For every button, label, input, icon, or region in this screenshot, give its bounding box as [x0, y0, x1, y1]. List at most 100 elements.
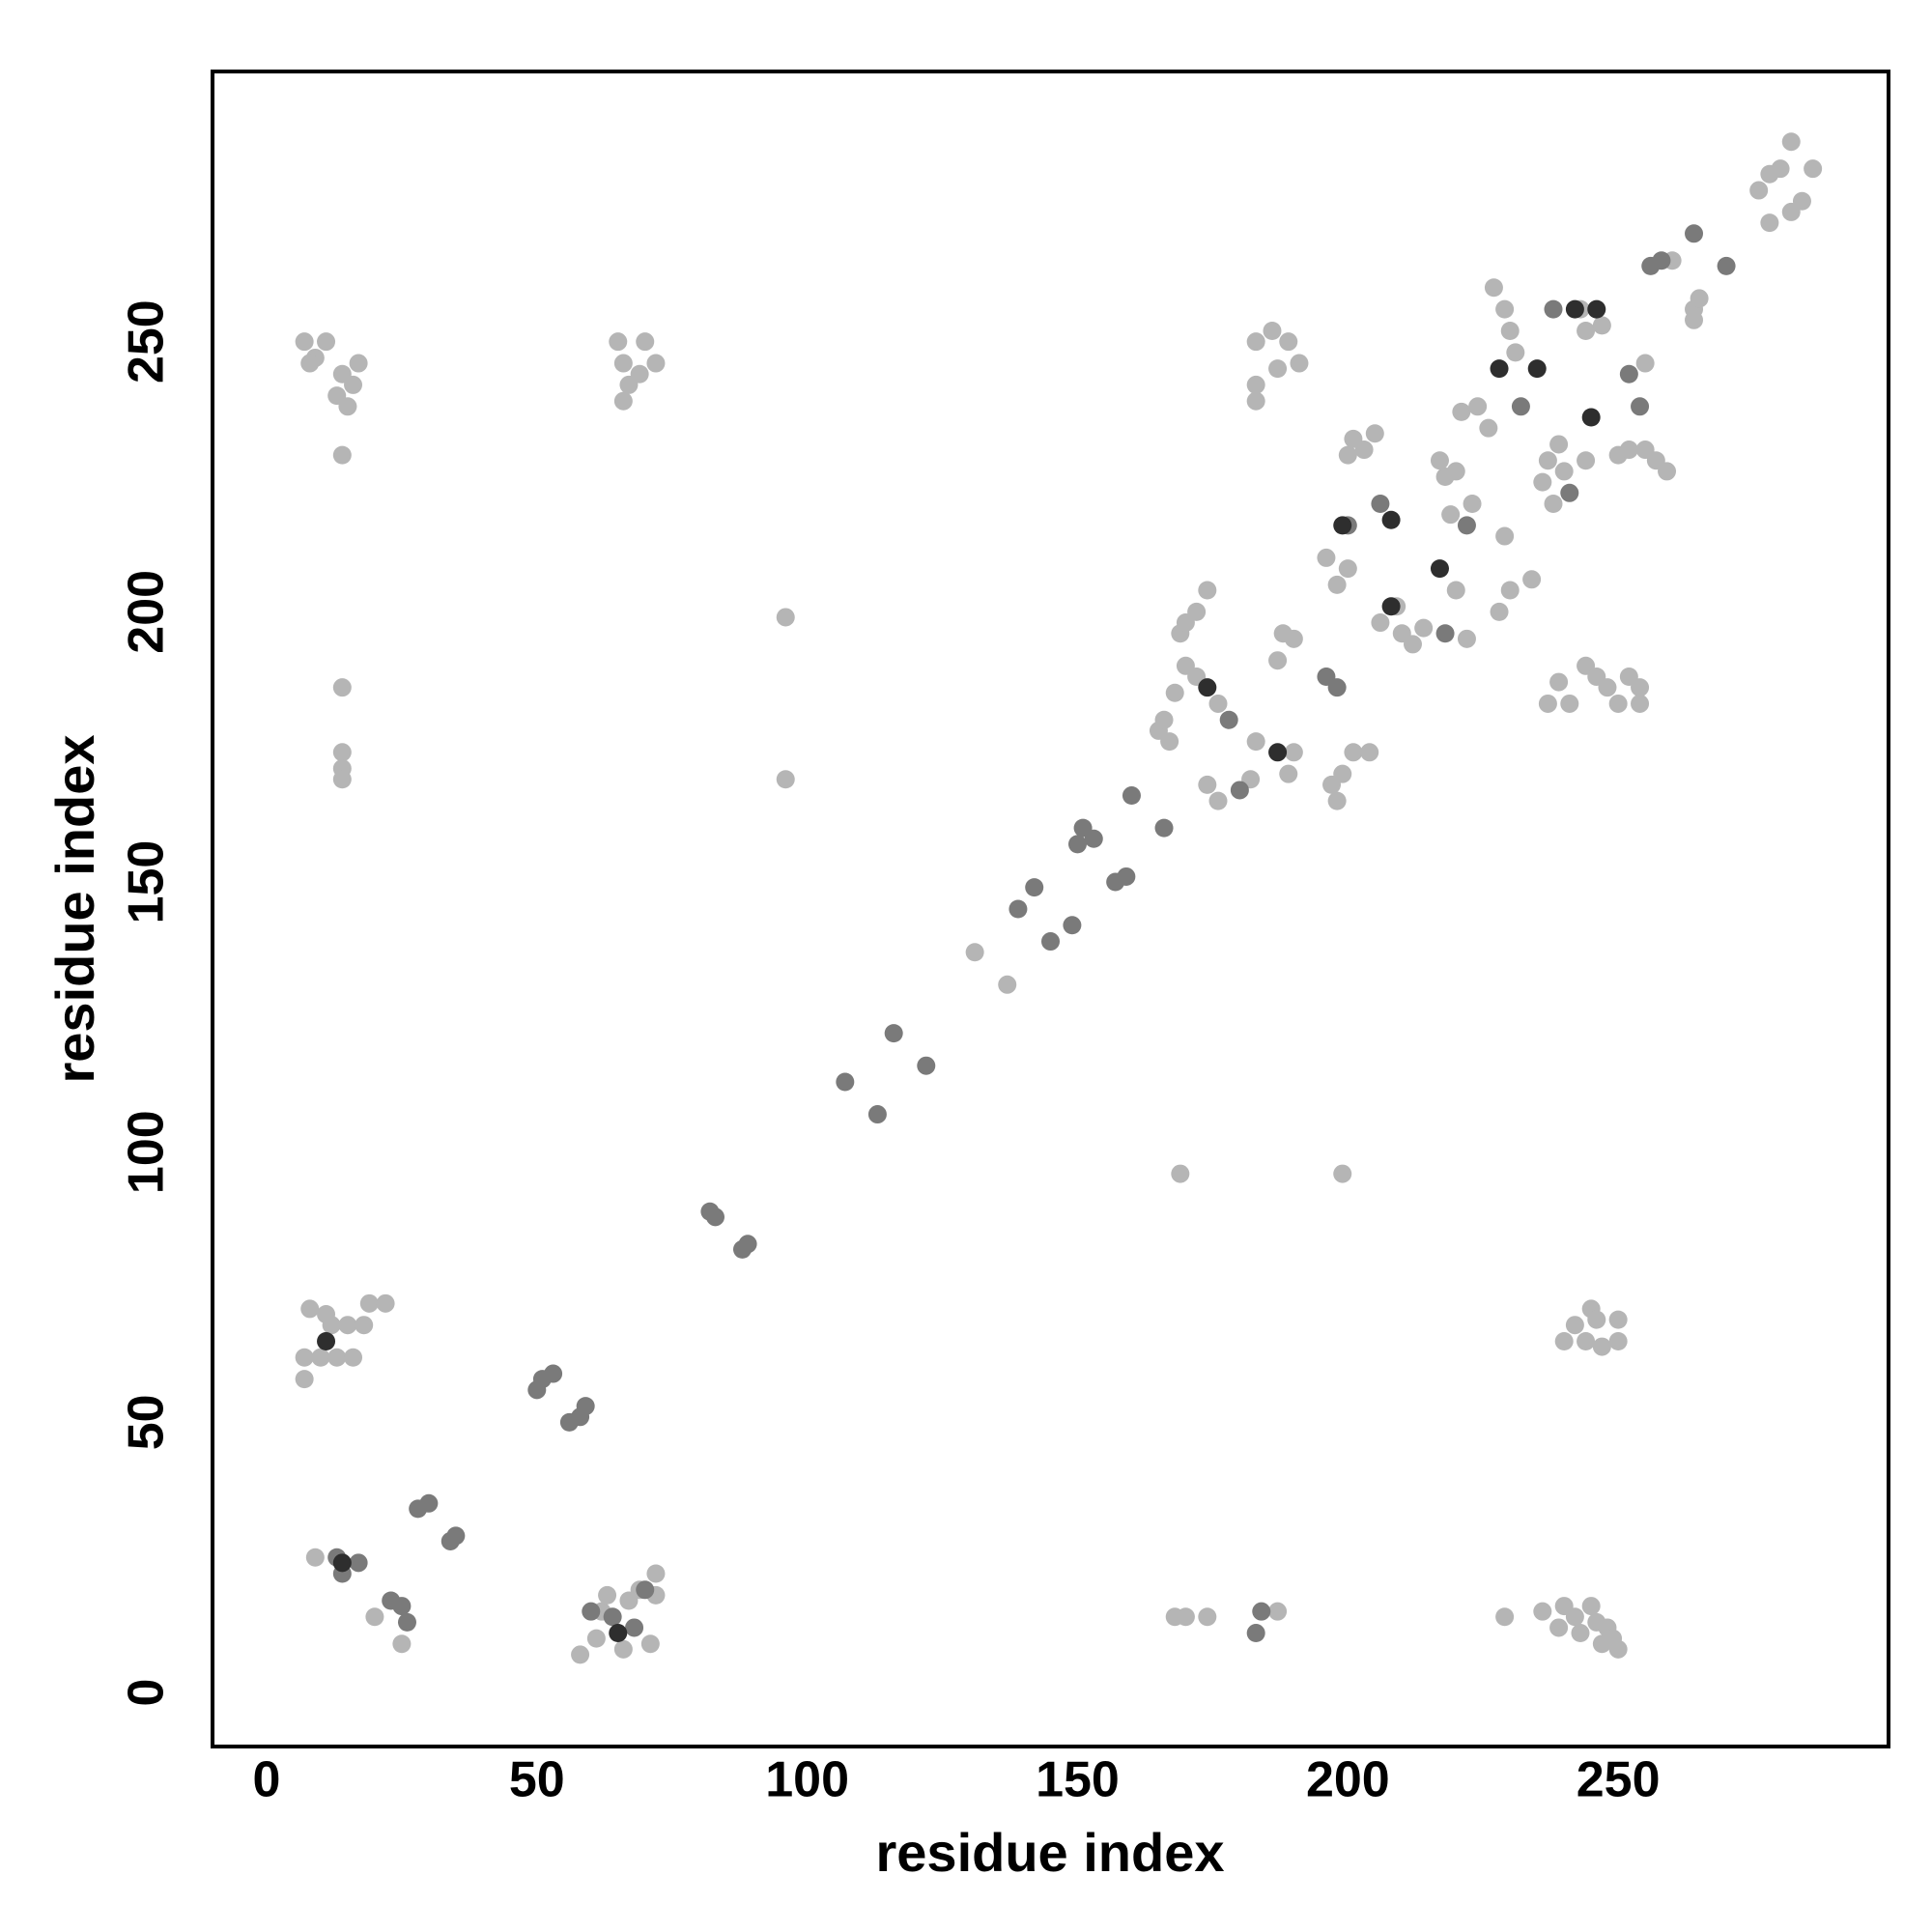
point [1527, 359, 1547, 379]
point [317, 1331, 336, 1350]
point [1381, 597, 1401, 616]
point [344, 375, 363, 394]
point [1176, 1607, 1195, 1627]
point [646, 1564, 666, 1583]
point [1685, 224, 1704, 243]
point [1538, 451, 1557, 470]
point [1581, 1597, 1601, 1616]
point [1279, 764, 1298, 783]
point [1495, 299, 1515, 319]
point [1457, 629, 1476, 648]
point [613, 391, 633, 411]
point [1565, 1607, 1584, 1627]
point [1463, 494, 1482, 513]
y-tick-label: 150 [119, 840, 175, 924]
point [646, 354, 666, 373]
point [332, 743, 352, 762]
point [1160, 732, 1179, 752]
point [1246, 332, 1265, 352]
point [1284, 629, 1303, 648]
point [1230, 781, 1249, 800]
point [349, 354, 368, 373]
point [1544, 494, 1563, 513]
point [609, 332, 628, 352]
point [706, 1208, 724, 1227]
point [1154, 710, 1174, 729]
point [1327, 575, 1347, 594]
point [1198, 775, 1217, 794]
point [1446, 462, 1465, 481]
point [1063, 916, 1082, 935]
point [1452, 402, 1471, 421]
point [1268, 743, 1288, 762]
point [300, 1299, 320, 1319]
point [1631, 678, 1650, 697]
point [355, 1316, 374, 1335]
point [1560, 694, 1579, 713]
point [332, 770, 352, 789]
point [625, 1618, 644, 1637]
point [317, 1305, 336, 1324]
point [636, 332, 655, 352]
point [582, 1602, 601, 1621]
point [1317, 548, 1336, 567]
point [1333, 764, 1352, 783]
point [1608, 1310, 1628, 1329]
point [1403, 635, 1422, 654]
y-tick-label: 0 [119, 1679, 175, 1707]
point [1619, 440, 1638, 460]
point [1430, 451, 1449, 470]
point [1360, 743, 1379, 762]
point [419, 1493, 439, 1513]
point [1333, 516, 1352, 535]
x-tick-label: 0 [253, 1752, 281, 1808]
point [1581, 408, 1601, 427]
point [1268, 359, 1288, 379]
point [1171, 1164, 1190, 1183]
point [1577, 1331, 1596, 1350]
point [598, 1585, 617, 1605]
point [332, 445, 352, 465]
point [1538, 694, 1557, 713]
point [1446, 581, 1465, 600]
point [576, 1397, 595, 1416]
point [1495, 526, 1515, 546]
point [1246, 1624, 1265, 1643]
point [1333, 1164, 1352, 1183]
point [338, 397, 357, 416]
point [1344, 743, 1363, 762]
point [1685, 310, 1704, 329]
point [1533, 472, 1552, 492]
point [1565, 299, 1584, 319]
point [1635, 354, 1655, 373]
point [1749, 181, 1769, 200]
point [1554, 462, 1574, 481]
point [1484, 278, 1503, 298]
point [1608, 1639, 1628, 1659]
point [1246, 732, 1265, 752]
point [836, 1072, 855, 1092]
point [1560, 483, 1579, 502]
point [1619, 364, 1638, 384]
point [630, 364, 649, 384]
point [338, 1316, 357, 1335]
x-tick-label: 200 [1306, 1752, 1390, 1808]
point [1025, 878, 1044, 897]
point [1067, 835, 1087, 854]
point [1327, 791, 1347, 810]
point [1490, 359, 1509, 379]
point [1338, 559, 1357, 579]
point [327, 1348, 347, 1367]
point [365, 1607, 384, 1627]
y-tick-label: 50 [119, 1394, 175, 1450]
point [1658, 462, 1677, 481]
point [1522, 570, 1542, 589]
point [636, 1580, 655, 1600]
point [640, 1634, 660, 1654]
point [305, 1548, 325, 1567]
point [1544, 299, 1563, 319]
point [295, 1370, 314, 1389]
point [1592, 316, 1611, 335]
point [1592, 1337, 1611, 1356]
